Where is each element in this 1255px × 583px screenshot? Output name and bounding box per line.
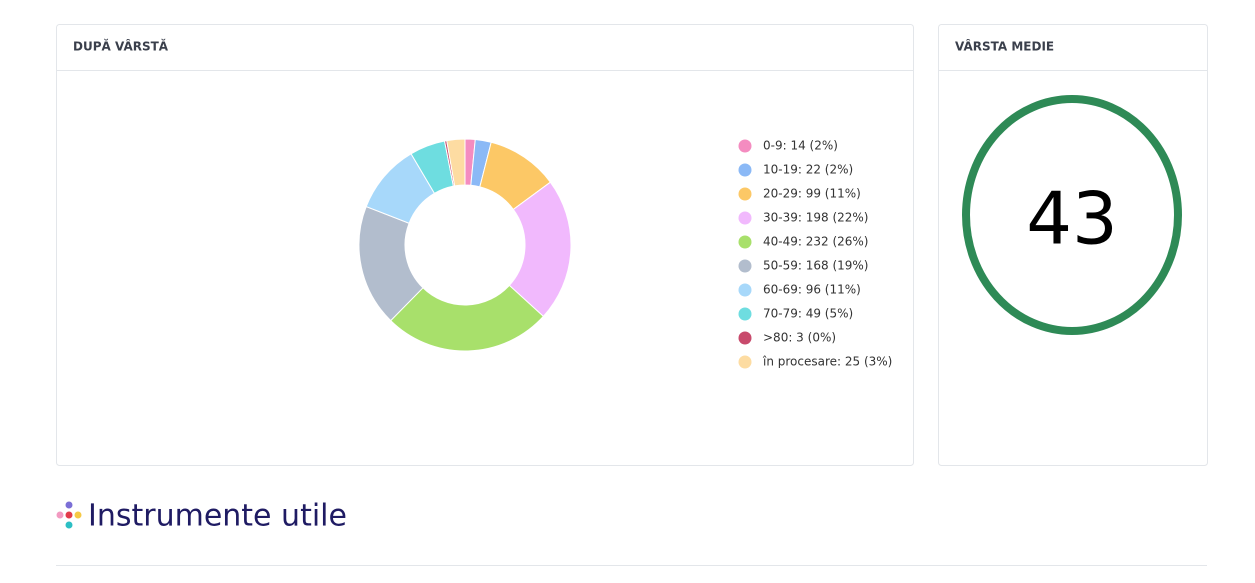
section-title: Instrumente utile	[88, 499, 347, 534]
legend-swatch	[738, 331, 752, 345]
legend-swatch	[738, 211, 752, 225]
pie-slice	[389, 284, 545, 352]
legend-label: în procesare: 25 (3%)	[762, 355, 892, 369]
card-title: DUPĂ VÂRSTĂ	[73, 39, 169, 54]
legend-label: 20-29: 99 (11%)	[763, 187, 861, 201]
legend-label: 50-59: 168 (19%)	[763, 259, 868, 273]
legend-swatch	[738, 283, 752, 297]
legend-swatch	[738, 259, 752, 273]
legend-swatch	[738, 355, 752, 369]
legend-label: 60-69: 96 (11%)	[763, 283, 861, 297]
pie-slice	[446, 138, 466, 187]
legend-swatch	[738, 235, 752, 249]
legend-swatch	[738, 163, 752, 177]
average-age: 43	[1026, 177, 1118, 261]
legend-swatch	[738, 139, 752, 153]
card-title: VÂRSTA MEDIE	[955, 39, 1054, 54]
legend-label: >80: 3 (0%)	[763, 331, 836, 345]
average-ring	[962, 95, 1182, 335]
legend-label: 70-79: 49 (5%)	[763, 307, 853, 321]
legend-label: 30-39: 198 (22%)	[763, 211, 868, 225]
average-card	[938, 24, 1208, 466]
legend-label: 0-9: 14 (2%)	[763, 139, 838, 153]
legend-swatch	[738, 307, 752, 321]
legend-swatch	[738, 187, 752, 201]
age-card	[56, 24, 914, 466]
tools-icon	[56, 501, 82, 529]
legend-label: 40-49: 232 (26%)	[763, 235, 868, 249]
legend-label: 10-19: 22 (2%)	[763, 163, 853, 177]
